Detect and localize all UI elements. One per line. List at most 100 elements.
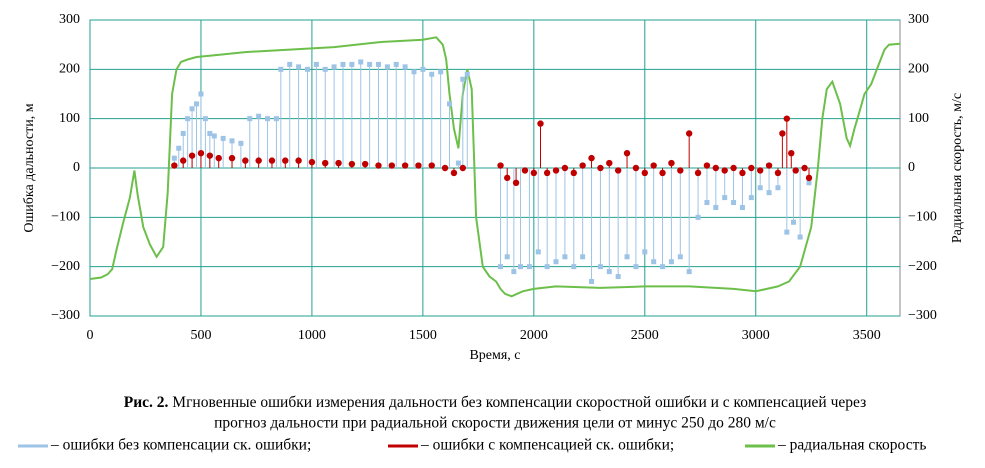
- marker: [180, 130, 186, 136]
- marker: [660, 264, 666, 270]
- marker: [176, 145, 182, 151]
- marker: [788, 150, 795, 157]
- marker: [668, 259, 674, 265]
- marker: [686, 269, 692, 275]
- marker: [651, 259, 657, 265]
- marker: [180, 157, 187, 164]
- marker: [580, 254, 586, 260]
- x-tick-label: 2000: [520, 328, 548, 343]
- marker: [322, 66, 328, 72]
- x-tick-label: 1500: [409, 328, 437, 343]
- y-tick-label: 100: [59, 111, 80, 126]
- marker: [606, 159, 613, 167]
- marker: [624, 254, 630, 260]
- marker: [296, 64, 302, 70]
- marker: [455, 160, 461, 166]
- marker: [518, 264, 524, 270]
- marker: [438, 69, 444, 75]
- marker: [460, 76, 466, 82]
- marker: [215, 154, 222, 162]
- marker: [197, 150, 205, 157]
- marker: [171, 155, 177, 161]
- marker: [650, 162, 657, 169]
- marker: [722, 195, 728, 201]
- marker: [189, 106, 195, 112]
- marker: [393, 61, 399, 67]
- marker: [459, 164, 467, 172]
- marker: [748, 164, 755, 172]
- marker: [428, 162, 435, 169]
- marker: [282, 157, 289, 164]
- marker: [703, 162, 711, 169]
- marker: [268, 157, 276, 164]
- marker: [375, 61, 381, 67]
- marker: [712, 164, 720, 172]
- marker: [739, 204, 745, 210]
- marker: [748, 195, 754, 201]
- marker: [562, 254, 568, 260]
- marker: [774, 169, 782, 177]
- marker: [633, 264, 639, 270]
- marker: [570, 169, 577, 177]
- marker: [420, 66, 426, 72]
- marker: [668, 159, 675, 167]
- y-tick-label: −100: [51, 210, 80, 225]
- marker: [331, 64, 337, 70]
- marker: [278, 66, 284, 72]
- caption-line: Мгновенные ошибки измерения дальности бе…: [172, 394, 866, 411]
- marker: [295, 157, 302, 164]
- caption: Рис. 2. Мгновенные ошибки измерения даль…: [124, 394, 866, 411]
- marker: [677, 254, 683, 260]
- marker: [790, 219, 796, 225]
- marker: [561, 164, 569, 172]
- marker: [642, 249, 648, 255]
- marker: [526, 264, 532, 270]
- marker: [207, 130, 213, 136]
- marker: [543, 169, 551, 177]
- marker: [185, 116, 191, 122]
- x-tick-label: 0: [87, 328, 94, 343]
- marker: [739, 169, 746, 177]
- marker: [535, 249, 541, 255]
- marker: [335, 159, 342, 167]
- marker: [805, 174, 813, 182]
- marker: [521, 167, 529, 174]
- marker: [256, 113, 262, 119]
- marker: [188, 152, 196, 159]
- marker: [797, 234, 803, 240]
- marker: [238, 140, 244, 146]
- y2-tick-label: −200: [908, 259, 937, 274]
- marker: [349, 61, 355, 67]
- marker: [384, 64, 390, 70]
- marker: [721, 167, 728, 174]
- marker: [784, 229, 790, 235]
- marker: [358, 59, 364, 65]
- marker: [361, 160, 369, 168]
- marker: [806, 180, 812, 186]
- marker: [659, 169, 666, 177]
- marker: [571, 264, 577, 270]
- marker: [308, 158, 316, 166]
- marker: [304, 66, 310, 72]
- marker: [765, 162, 773, 169]
- marker: [553, 259, 559, 265]
- marker: [511, 269, 517, 275]
- y2-axis-label: Радиальная скорость, м/с: [950, 93, 965, 243]
- marker: [779, 130, 786, 137]
- marker: [450, 169, 458, 177]
- marker: [801, 164, 808, 172]
- x-axis-label: Время, с: [469, 348, 520, 363]
- marker: [220, 135, 226, 141]
- marker: [247, 116, 253, 122]
- marker: [537, 120, 544, 127]
- marker: [464, 71, 470, 77]
- y-tick-label: 200: [59, 62, 80, 77]
- marker: [348, 160, 356, 168]
- marker: [228, 154, 236, 162]
- marker: [589, 278, 595, 284]
- marker: [211, 133, 217, 139]
- y2-tick-label: −100: [908, 210, 937, 225]
- marker: [206, 152, 214, 159]
- marker: [530, 169, 538, 177]
